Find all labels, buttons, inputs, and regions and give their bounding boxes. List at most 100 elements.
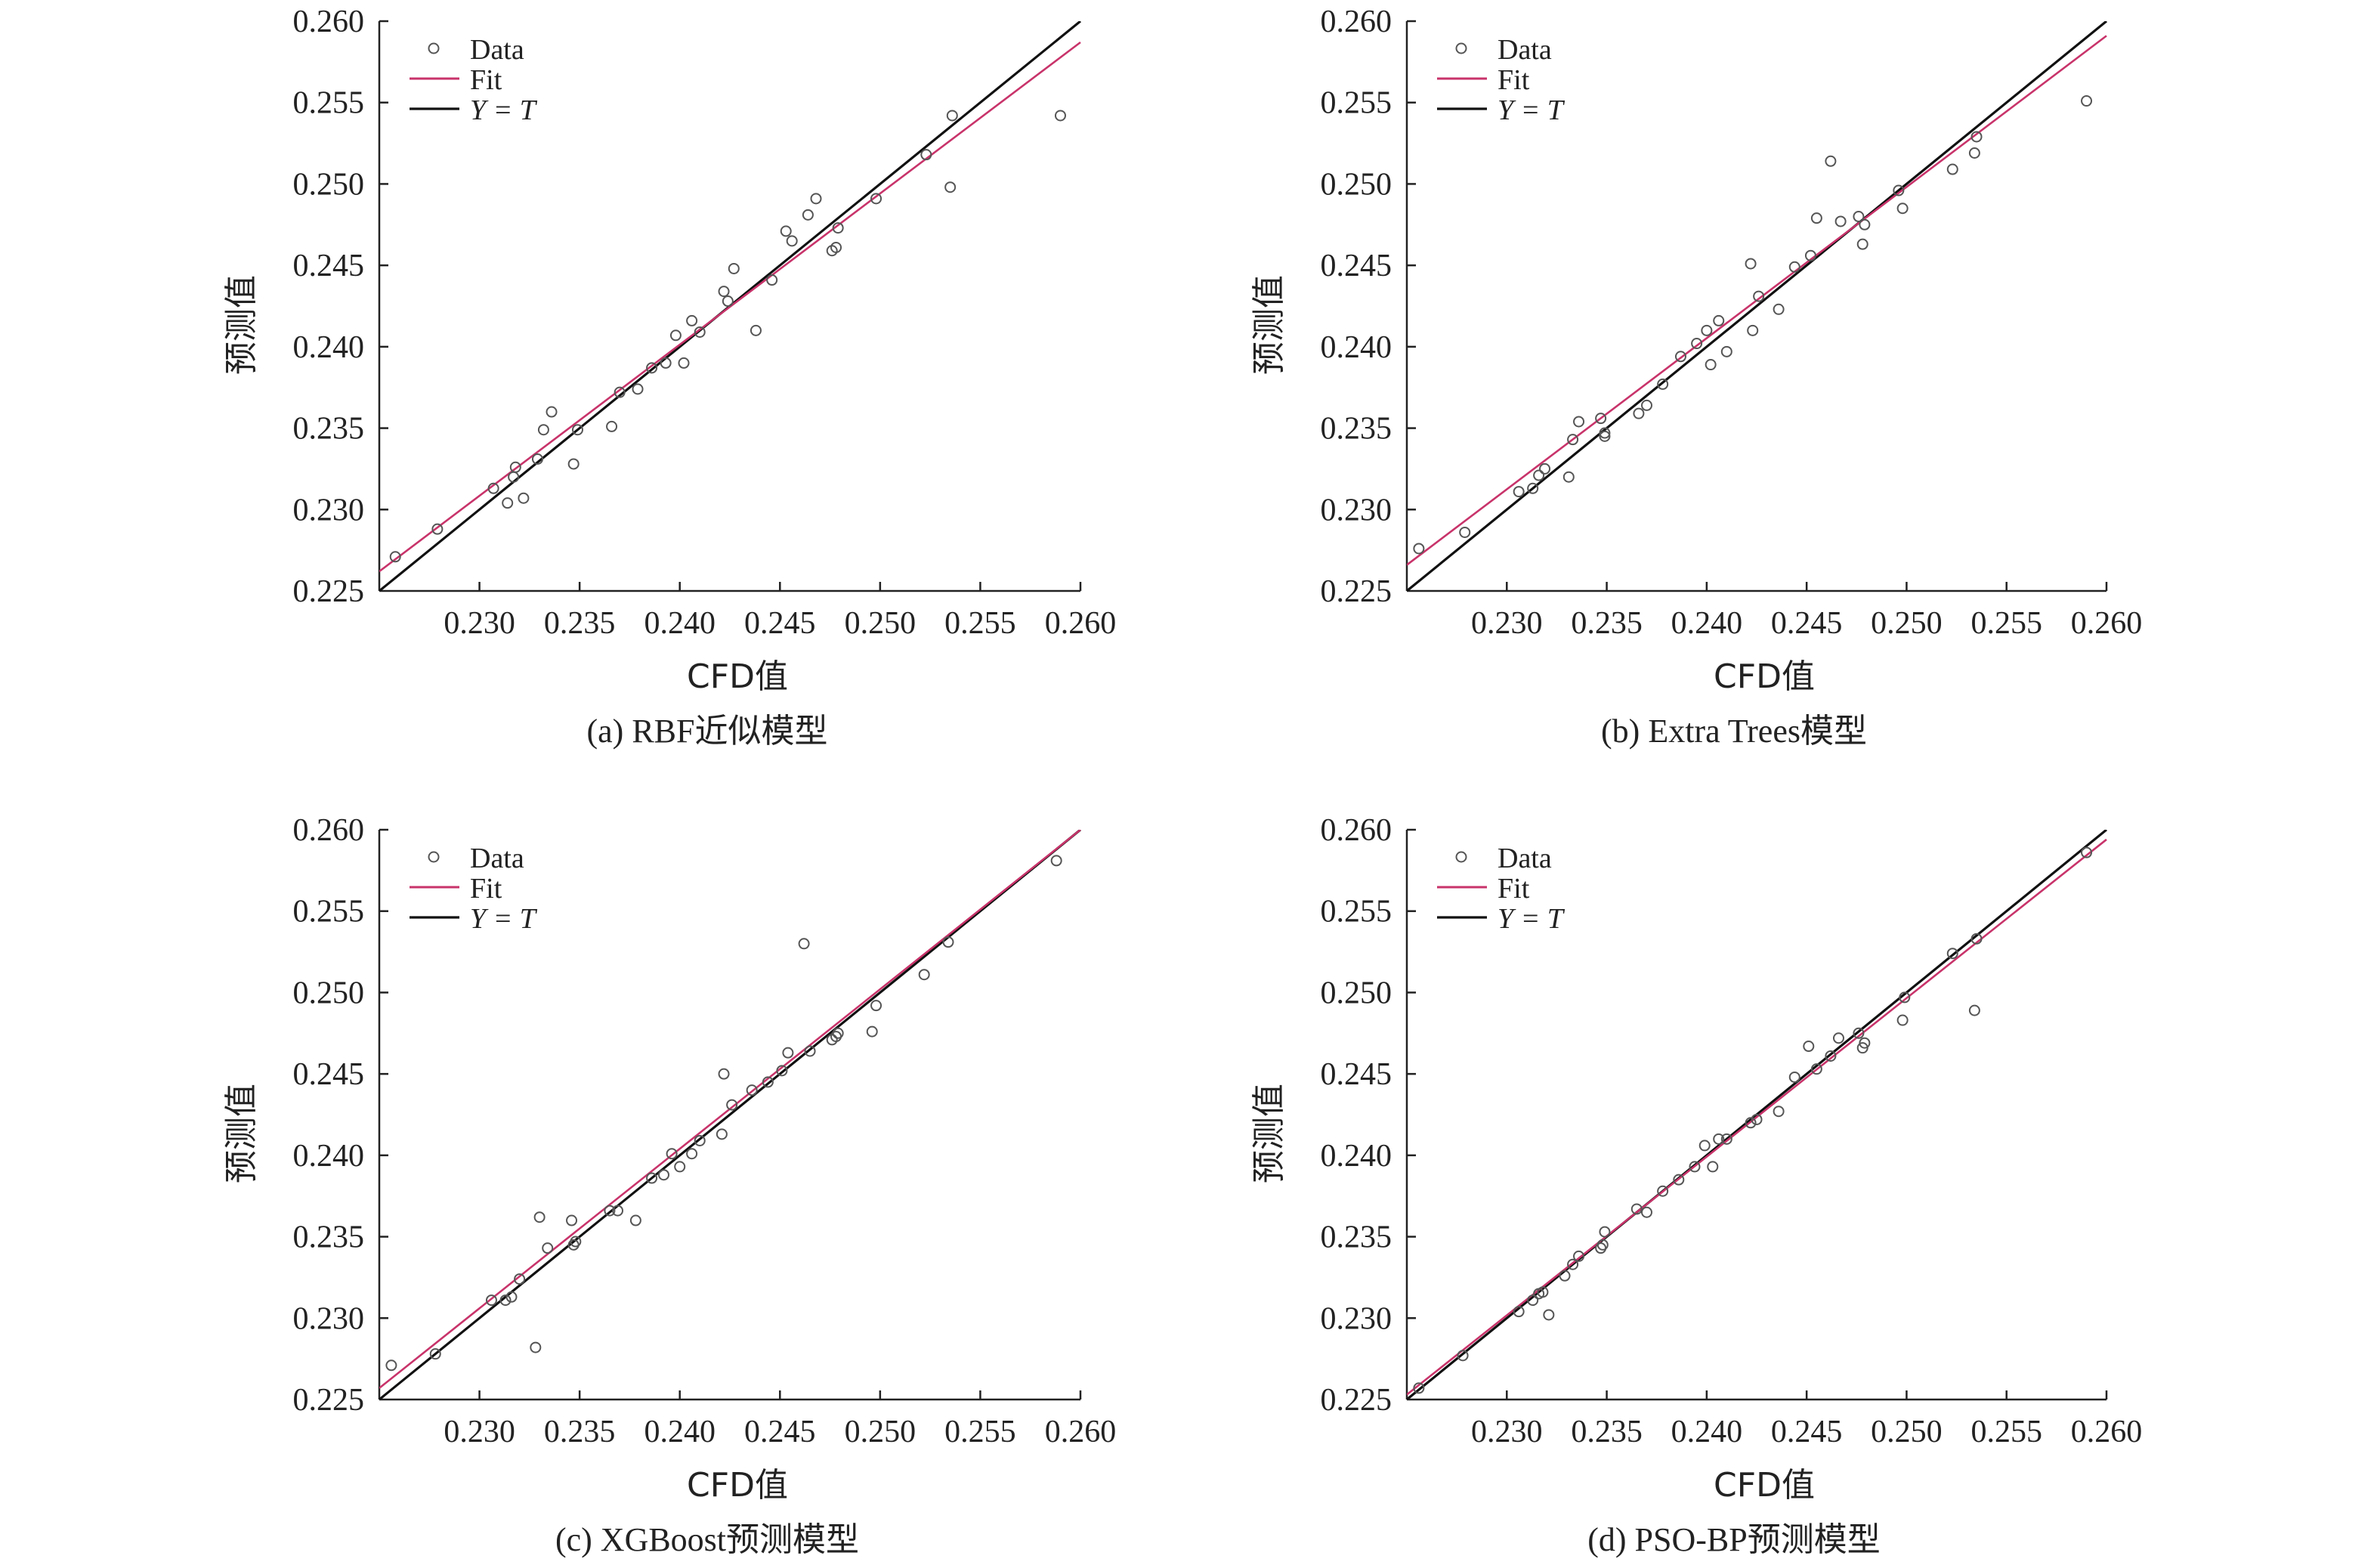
y-tick-label: 0.240 [293, 330, 365, 365]
y-tick-label: 0.260 [1321, 813, 1392, 848]
data-point [802, 209, 814, 221]
data-point [612, 1205, 624, 1217]
data-point [487, 482, 499, 494]
data-point [1698, 1140, 1711, 1152]
data-point [1596, 1239, 1609, 1251]
data-point [1810, 1063, 1822, 1075]
x-axis-label: CFD值 [1714, 1466, 1815, 1505]
x-tick-label: 0.245 [744, 1415, 816, 1449]
data-point [1599, 1226, 1611, 1238]
data-point [1720, 345, 1732, 357]
y-tick-label: 0.255 [1321, 895, 1392, 929]
y-tick-label: 0.250 [293, 976, 365, 1010]
x-tick-label: 0.250 [845, 1415, 916, 1449]
data-point [530, 1341, 542, 1353]
data-point [1573, 1250, 1585, 1262]
data-point [1856, 238, 1868, 250]
y-tick-label: 0.250 [1321, 167, 1392, 202]
y-tick-label: 0.240 [293, 1139, 365, 1174]
x-tick-label: 0.235 [544, 1415, 616, 1449]
legend-data-marker [1455, 851, 1467, 863]
legend-identity-label: Y = T [1498, 903, 1566, 935]
identity-line [379, 830, 1082, 1400]
y-axis-label: 预测值 [222, 275, 261, 375]
y-tick-label: 0.235 [1321, 1220, 1392, 1255]
x-tick-label: 0.230 [444, 606, 515, 641]
data-point [429, 1348, 441, 1360]
y-tick-label: 0.225 [293, 1383, 365, 1418]
data-point [546, 406, 558, 418]
data-point [1773, 1106, 1785, 1118]
data-point [1689, 1161, 1701, 1173]
y-tick-label: 0.240 [1321, 1139, 1392, 1174]
data-point [1747, 324, 1759, 336]
data-point [1630, 1203, 1643, 1215]
y-tick-label: 0.255 [293, 86, 365, 121]
data-point [1751, 1113, 1763, 1125]
y-tick-label: 0.250 [293, 167, 365, 202]
data-point [1673, 1174, 1685, 1186]
data-point [1640, 399, 1652, 411]
data-point [780, 225, 792, 237]
data-point [782, 1047, 794, 1059]
x-tick-label: 0.235 [1571, 1415, 1643, 1449]
data-point [567, 458, 580, 470]
data-point [1893, 184, 1905, 196]
data-point [537, 424, 549, 436]
legend-fit-label: Fit [1498, 873, 1530, 905]
y-tick-label: 0.225 [293, 574, 365, 609]
data-point [509, 461, 521, 473]
data-point [1946, 163, 1958, 175]
data-point [646, 362, 658, 374]
y-tick-label: 0.245 [1321, 249, 1392, 283]
legend-fit-label: Fit [470, 873, 502, 905]
data-point [762, 1076, 774, 1088]
data-point [1803, 1041, 1815, 1053]
data-point [1859, 218, 1871, 230]
identity-line [1407, 21, 2108, 591]
panel-caption: (a) RBF近似模型 [587, 713, 828, 750]
data-point [832, 222, 844, 234]
data-point [571, 424, 583, 436]
data-point [810, 193, 822, 205]
data-point [632, 383, 644, 395]
y-tick-label: 0.260 [1321, 5, 1392, 39]
data-point [1970, 933, 1983, 945]
y-tick-label: 0.230 [1321, 1301, 1392, 1336]
y-axis-label: 预测值 [222, 1084, 261, 1183]
data-point [518, 492, 530, 504]
data-point [1674, 351, 1686, 363]
x-tick-label: 0.260 [1045, 606, 1117, 641]
data-point [726, 1099, 738, 1111]
data-point [1533, 469, 1545, 481]
y-tick-label: 0.245 [293, 249, 365, 283]
data-point [1713, 1133, 1725, 1145]
x-tick-label: 0.255 [1970, 606, 2042, 641]
data-point [1413, 543, 1425, 555]
data-point [566, 1214, 578, 1226]
data-point [1707, 1161, 1719, 1173]
data-point [1745, 1117, 1757, 1129]
legend-data-label: Data [470, 843, 524, 874]
data-point [694, 326, 706, 338]
y-tick-label: 0.260 [293, 813, 365, 848]
data-point [1559, 1270, 1571, 1282]
data-point [1834, 215, 1847, 227]
panel-caption: (c) XGBoost预测模型 [555, 1521, 859, 1558]
x-tick-label: 0.260 [2071, 606, 2143, 641]
x-tick-label: 0.250 [845, 606, 916, 641]
data-point [1713, 314, 1725, 326]
x-tick-label: 0.230 [1471, 606, 1543, 641]
x-tick-label: 0.245 [1771, 606, 1843, 641]
data-point [1856, 1042, 1868, 1054]
data-point [1050, 855, 1062, 867]
panel-caption: (b) Extra Trees模型 [1601, 713, 1867, 750]
data-point [604, 1205, 616, 1217]
data-point [798, 938, 810, 950]
data-point [514, 1273, 526, 1285]
y-tick-label: 0.255 [1321, 86, 1392, 121]
y-tick-label: 0.225 [1321, 574, 1392, 609]
data-point [746, 1084, 758, 1096]
legend-data-label: Data [470, 34, 524, 66]
